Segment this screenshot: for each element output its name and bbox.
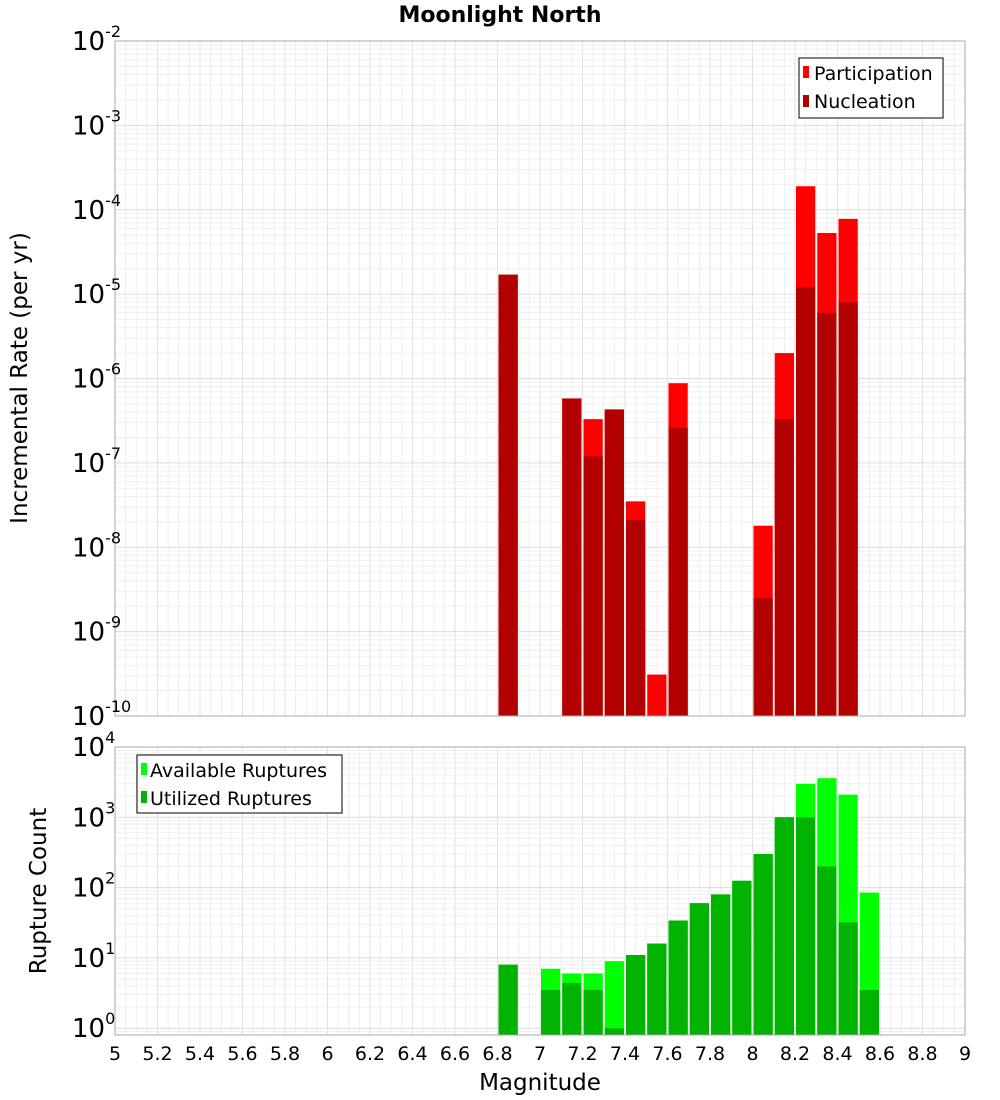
x-tick-label: 5.8 <box>270 1043 300 1065</box>
bar-utilized-ruptures <box>604 1028 624 1035</box>
x-tick-label: 7.8 <box>695 1043 725 1065</box>
y-tick-label-bottom: 104 <box>72 728 115 763</box>
x-tick-label: 8.8 <box>907 1043 937 1065</box>
bar-nucleation <box>583 456 603 716</box>
bar-utilized-ruptures <box>498 964 518 1035</box>
legend-bottom: Available Ruptures Utilized Ruptures <box>136 754 343 814</box>
x-tick-label: 5.4 <box>185 1043 215 1065</box>
bar-nucleation <box>838 302 858 716</box>
y-tick-label-top: 10-5 <box>72 275 121 310</box>
plot-frame-top <box>114 40 966 717</box>
x-ticks: 5 5.2 5.4 5.6 5.8 6 6.2 6.4 6.6 6.8 7 7.2 7.4 7.6 7.8 8… <box>109 1043 971 1065</box>
x-tick-label: 7 <box>534 1043 546 1065</box>
bar-utilized-ruptures <box>562 982 582 1035</box>
bar-utilized-ruptures <box>626 954 646 1035</box>
x-tick-label: 5.6 <box>227 1043 257 1065</box>
y-tick-label-top: 10-6 <box>72 360 121 395</box>
y-tick-label-top: 10-2 <box>72 22 121 57</box>
y-axis-label-top: Incremental Rate (per yr) <box>7 232 33 524</box>
x-tick-label: 6.6 <box>440 1043 470 1065</box>
legend-box-bottom <box>136 754 343 814</box>
bar-nucleation <box>817 312 837 716</box>
bar-utilized-ruptures <box>817 866 837 1035</box>
bar-nucleation <box>796 287 816 716</box>
x-tick-label: 8.4 <box>822 1043 852 1065</box>
x-tick-label: 5 <box>109 1043 121 1065</box>
bar-utilized-ruptures <box>838 922 858 1035</box>
y-tick-label-top: 10-7 <box>72 444 121 479</box>
x-tick-label: 6.8 <box>482 1043 512 1065</box>
x-tick-label: 7.2 <box>567 1043 597 1065</box>
y-tick-label-bottom: 101 <box>72 939 115 974</box>
legend-swatch-utilized <box>141 791 147 803</box>
bar-utilized-ruptures <box>859 989 879 1035</box>
bar-utilized-ruptures <box>774 817 794 1035</box>
x-tick-label: 9 <box>959 1043 971 1065</box>
bar-utilized-ruptures <box>796 817 816 1035</box>
x-tick-label: 7.4 <box>610 1043 640 1065</box>
y-axis-label-bottom: Rupture Count <box>26 808 52 974</box>
x-tick-label: 8.6 <box>865 1043 895 1065</box>
bar-utilized-ruptures <box>689 903 709 1035</box>
y-tick-label-top: 10-3 <box>72 106 121 141</box>
y-tick-label-bottom: 103 <box>72 798 115 833</box>
legend-label-participation: Participation <box>814 63 933 85</box>
x-tick-label: 8.2 <box>780 1043 810 1065</box>
bar-utilized-ruptures <box>583 989 603 1035</box>
bars-bottom <box>498 778 879 1035</box>
bar-utilized-ruptures <box>541 989 561 1035</box>
bars-top <box>498 186 858 716</box>
legend-swatch-available <box>141 763 147 775</box>
bar-available-ruptures <box>604 961 624 1035</box>
y-tick-label-top: 10-9 <box>72 613 121 648</box>
bar-nucleation <box>626 520 646 716</box>
legend-top: Participation Nucleation <box>798 57 944 119</box>
y-tick-label-top: 10-8 <box>72 528 121 563</box>
bar-utilized-ruptures <box>753 854 773 1035</box>
bar-utilized-ruptures <box>668 920 688 1035</box>
rupture-count-chart: 100 101 102 103 104 Rupture Count Available … <box>26 728 966 1044</box>
legend-label-available: Available Ruptures <box>150 760 327 782</box>
x-tick-label: 6.2 <box>355 1043 385 1065</box>
bar-nucleation <box>753 598 773 716</box>
participation-nucleation-chart: 10-10 10-9 10-8 10-7 10-6 10-5 10-4 10-3 10-2 In… <box>7 22 966 732</box>
bar-nucleation <box>562 398 582 716</box>
bar-nucleation <box>498 274 518 716</box>
y-tick-label-bottom: 100 <box>72 1009 115 1044</box>
y-tick-label-bottom: 102 <box>72 869 115 904</box>
bar-participation <box>647 674 667 716</box>
legend-swatch-participation <box>803 66 809 78</box>
y-tick-label-top: 10-4 <box>72 191 121 226</box>
legend-box-top <box>798 57 944 119</box>
x-tick-label: 6 <box>321 1043 333 1065</box>
y-tick-label-top: 10-10 <box>72 697 131 732</box>
bar-nucleation <box>604 409 624 716</box>
plot-frame-bottom <box>114 746 966 1036</box>
bar-nucleation <box>774 419 794 716</box>
x-tick-label: 7.6 <box>652 1043 682 1065</box>
chart-title: Moonlight North <box>398 3 601 28</box>
bar-nucleation <box>668 427 688 716</box>
legend-label-utilized: Utilized Ruptures <box>150 788 312 810</box>
bar-utilized-ruptures <box>647 943 667 1035</box>
x-tick-label: 5.2 <box>142 1043 172 1065</box>
legend-label-nucleation: Nucleation <box>814 91 916 113</box>
bar-utilized-ruptures <box>732 880 752 1035</box>
legend-swatch-nucleation <box>803 95 809 107</box>
x-tick-label: 8 <box>746 1043 758 1065</box>
x-axis-label: Magnitude <box>479 1070 601 1096</box>
x-tick-label: 6.4 <box>397 1043 427 1065</box>
bar-utilized-ruptures <box>711 894 731 1035</box>
y-ticks-bottom: 100 101 102 103 104 <box>72 728 115 1044</box>
grid-top <box>114 40 966 717</box>
